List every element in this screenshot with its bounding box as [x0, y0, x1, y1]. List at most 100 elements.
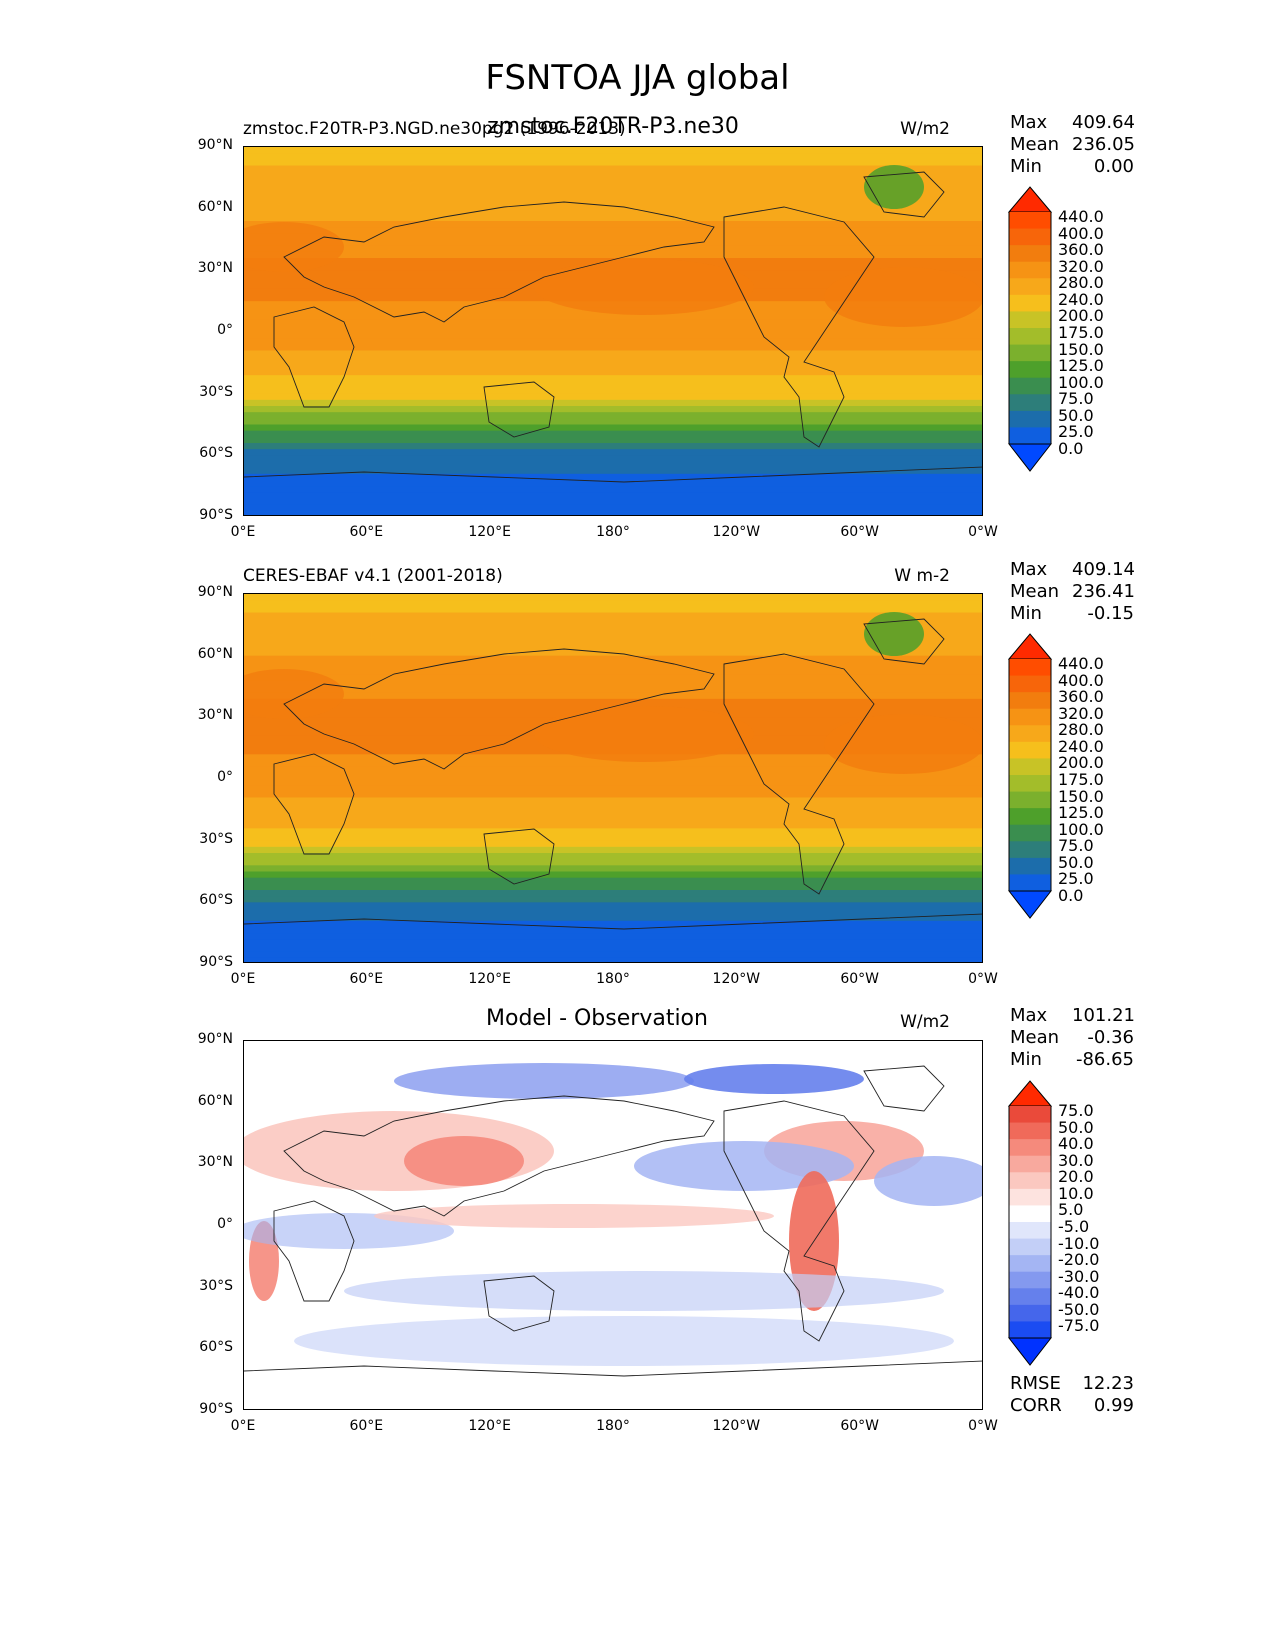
colorbar-segment: [1009, 841, 1051, 859]
heat-band: [244, 412, 982, 419]
colorbar-outline: [1008, 212, 1052, 444]
x-tick-label: 120°E: [468, 524, 511, 540]
colorbar-tick-label: 5.0: [1058, 1200, 1084, 1220]
heat-band: [244, 455, 982, 463]
panel-units: W/m2: [900, 119, 950, 139]
x-tick-label: 60°E: [349, 524, 384, 540]
heat-band: [244, 883, 982, 891]
heat-band: [244, 498, 982, 506]
coastline: [723, 206, 875, 448]
colorbar-segment: [1009, 692, 1051, 710]
y-tick-label: 60°S: [199, 445, 233, 462]
heat-band: [244, 369, 982, 376]
colorbar-tick-label: 30.0: [1058, 1150, 1094, 1170]
diff-region: [344, 1271, 944, 1311]
y-tick-label: 60°S: [199, 1339, 233, 1356]
heat-band: [244, 393, 982, 401]
x-tick-label: 120°W: [712, 1418, 761, 1434]
colorbar-tick-label: 440.0: [1058, 653, 1104, 673]
heat-band: [244, 381, 982, 389]
heat-band: [244, 492, 982, 500]
heat-band: [244, 153, 982, 160]
colorbar-segment: [1009, 1288, 1051, 1306]
heat-band: [244, 227, 982, 234]
colorbar-tick-label: 280.0: [1058, 273, 1104, 293]
x-tick-label: 60°E: [349, 971, 384, 987]
heat-band: [244, 177, 982, 185]
colorbar-segment: [1009, 775, 1051, 793]
panel-center-title: Model - Observation: [486, 1006, 708, 1031]
colorbar-tick-label: 240.0: [1058, 736, 1104, 756]
stat-label: CORR: [1010, 1395, 1062, 1416]
heat-maximum: [824, 267, 982, 327]
stat-corr: 0.99: [1093, 1395, 1134, 1416]
colorbar-tick-label: 50.0: [1058, 852, 1094, 872]
map-test: [243, 146, 983, 516]
colorbar-extend-min: [1007, 443, 1053, 472]
heat-band: [244, 473, 982, 481]
heat-band: [244, 362, 982, 370]
heat-band: [244, 859, 982, 866]
stat-label: Max: [1010, 112, 1048, 133]
y-tick-label: 30°N: [197, 1154, 233, 1171]
heat-band: [244, 165, 982, 173]
stats-box: Max 409.14 Mean 236.41 Min -0.15: [1010, 559, 1135, 625]
heat-band: [244, 325, 982, 333]
x-tick-label: 0°W: [968, 971, 998, 987]
colorbar-segment: [1009, 1304, 1051, 1322]
stat-mean: 236.41: [1072, 581, 1135, 602]
stat-label: Min: [1010, 603, 1042, 624]
coastline: [283, 1095, 715, 1217]
panel-left-title: zmstoc.F20TR-P3.NGD.ne30pg2 (1996-2013): [243, 119, 626, 139]
heat-band: [244, 338, 982, 345]
colorbar-segment: [1009, 1255, 1051, 1273]
heat-band: [244, 772, 982, 780]
heat-band: [244, 643, 982, 651]
x-tick-label: 120°W: [712, 524, 761, 540]
colorbar-tick-label: 50.0: [1058, 1117, 1094, 1137]
panel-units: W m-2: [894, 566, 950, 586]
heat-band: [244, 951, 982, 959]
heat-band: [244, 846, 982, 854]
y-tick-label: 60°S: [199, 892, 233, 909]
colorbar-segment: [1009, 427, 1051, 445]
diff-region: [874, 1156, 982, 1206]
heat-band: [244, 686, 982, 694]
x-tick-label: 60°W: [840, 1418, 879, 1434]
heat-band: [244, 594, 982, 601]
map-reference: [243, 593, 983, 963]
heat-band: [244, 828, 982, 836]
colorbar-segment: [1009, 311, 1051, 329]
y-tick-label: 90°S: [199, 954, 233, 970]
coastline: [723, 653, 875, 895]
y-tick-label: 90°N: [197, 1031, 233, 1047]
diff-region: [374, 1204, 774, 1228]
heat-band: [244, 822, 982, 829]
colorbar-tick-label: 20.0: [1058, 1167, 1094, 1187]
coastline: [273, 1200, 355, 1302]
stat-min: -86.65: [1075, 1049, 1134, 1070]
heat-band: [244, 486, 982, 493]
heat-band: [244, 680, 982, 688]
x-tick-label: 180°: [596, 524, 630, 540]
stat-mean: 236.05: [1072, 134, 1135, 155]
coastline: [863, 1065, 945, 1112]
colorbar-segment: [1009, 824, 1051, 842]
coastline: [723, 1100, 875, 1342]
colorbar-segment: [1009, 278, 1051, 296]
heat-band: [244, 655, 982, 663]
colorbar-segment: [1009, 228, 1051, 246]
diff-region: [634, 1141, 854, 1191]
y-tick-label: 90°S: [199, 1401, 233, 1417]
coastline: [863, 171, 945, 218]
colorbar-tick-label: 75.0: [1058, 389, 1094, 409]
colorbar-segment: [1009, 328, 1051, 346]
colorbar-tick-label: 0.0: [1058, 885, 1084, 905]
heat-band: [244, 637, 982, 644]
colorbar-tick-label: -5.0: [1058, 1216, 1090, 1236]
colorbar-segment: [1009, 675, 1051, 693]
heat-band: [244, 387, 982, 395]
heat-band: [244, 939, 982, 947]
colorbar-tick-label: 75.0: [1058, 1100, 1094, 1120]
colorbar-segment: [1009, 857, 1051, 875]
